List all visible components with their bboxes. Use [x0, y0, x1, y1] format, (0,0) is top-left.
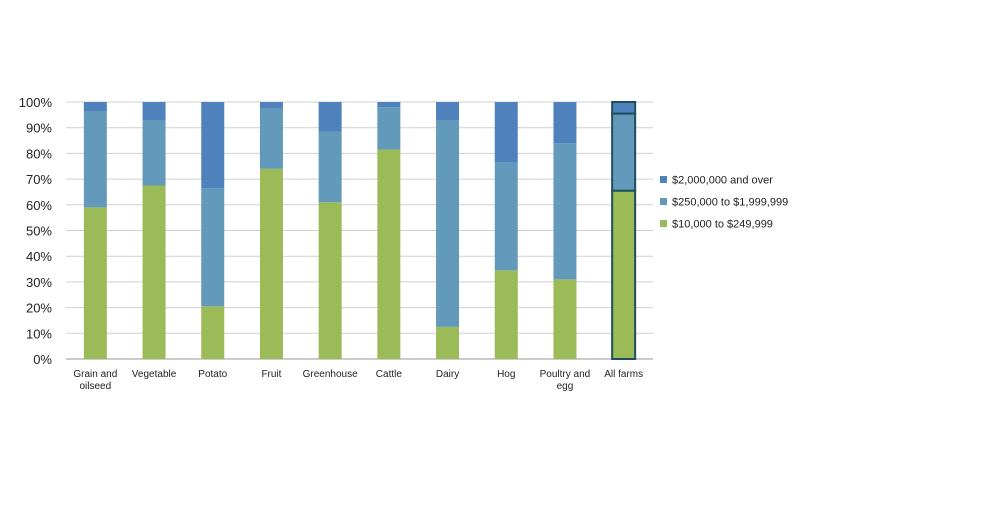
bar-segment: [611, 101, 637, 115]
x-tick-label-line: Hog: [497, 369, 515, 380]
bar-segment: [259, 108, 283, 169]
legend-swatch: [660, 176, 667, 183]
bar-segment: [142, 185, 166, 359]
x-tick-label-line: Cattle: [376, 369, 403, 380]
bar-segment: [553, 143, 577, 280]
x-tick-label: Hog: [497, 369, 515, 380]
x-tick-label: Vegetable: [132, 369, 177, 380]
bar-segment: [494, 102, 518, 163]
y-tick-label: 100%: [19, 95, 53, 110]
bar-segment: [201, 306, 225, 359]
x-tick-label-line: Vegetable: [132, 369, 177, 380]
bar-segment: [377, 149, 401, 359]
x-tick-label-line: oilseed: [79, 381, 111, 392]
x-tick-label: Greenhouse: [303, 369, 358, 380]
bar-segment: [553, 279, 577, 359]
legend-label: $250,000 to $1,999,999: [672, 197, 788, 209]
bar-segment: [201, 188, 225, 307]
bar-segment: [436, 326, 460, 359]
bar-segment: [377, 102, 401, 108]
x-tick-label: Grain and oilseed: [73, 369, 117, 392]
y-tick-label: 60%: [26, 198, 52, 213]
bar-segment: [259, 102, 283, 109]
x-tick-label: Cattle: [376, 369, 403, 380]
x-tick-label: All farms: [604, 369, 643, 380]
bar-segment: [611, 112, 637, 192]
x-tick-label: Poultry and egg: [540, 369, 591, 392]
bar-segment: [83, 102, 107, 111]
x-tick-label-line: All farms: [604, 369, 643, 380]
legend-swatch: [660, 220, 667, 227]
bar-segment: [377, 107, 401, 150]
x-tick-label-line: Fruit: [261, 369, 281, 380]
bar-segment: [436, 102, 460, 120]
x-tick-label-line: Greenhouse: [303, 369, 358, 380]
bar-segment: [318, 202, 342, 359]
bar-segment: [142, 119, 166, 186]
x-tick-label-line: Grain and: [73, 369, 117, 380]
bar-segment: [494, 162, 518, 271]
bar-segment: [83, 207, 107, 359]
y-tick-label: 10%: [26, 326, 52, 341]
bar-segment: [553, 102, 577, 144]
bar-segment: [494, 270, 518, 359]
x-tick-label-line: Dairy: [436, 369, 459, 380]
y-tick-label: 40%: [26, 249, 52, 264]
y-tick-label: 30%: [26, 275, 52, 290]
bar-segment: [201, 102, 225, 189]
x-tick-label-line: egg: [557, 381, 574, 392]
legend-label: $2,000,000 and over: [672, 175, 773, 187]
bar-segment: [318, 131, 342, 203]
legend-label: $10,000 to $249,999: [672, 219, 773, 231]
bar-segment: [83, 110, 107, 208]
x-tick-label: Potato: [198, 369, 227, 380]
y-tick-label: 0%: [33, 352, 52, 367]
y-tick-label: 90%: [26, 121, 52, 136]
x-tick-label: Fruit: [261, 369, 281, 380]
bar-segment: [142, 102, 166, 120]
legend-swatch: [660, 198, 667, 205]
bar-segment: [611, 189, 637, 360]
x-tick-label-line: Poultry and: [540, 369, 591, 380]
y-tick-label: 20%: [26, 301, 52, 316]
bar-segment: [259, 168, 283, 359]
x-tick-label: Dairy: [436, 369, 459, 380]
bar-segment: [318, 102, 342, 132]
y-tick-label: 50%: [26, 224, 52, 239]
x-tick-label-line: Potato: [198, 369, 227, 380]
y-tick-label: 80%: [26, 146, 52, 161]
bar-segment: [436, 119, 460, 327]
y-tick-label: 70%: [26, 172, 52, 187]
